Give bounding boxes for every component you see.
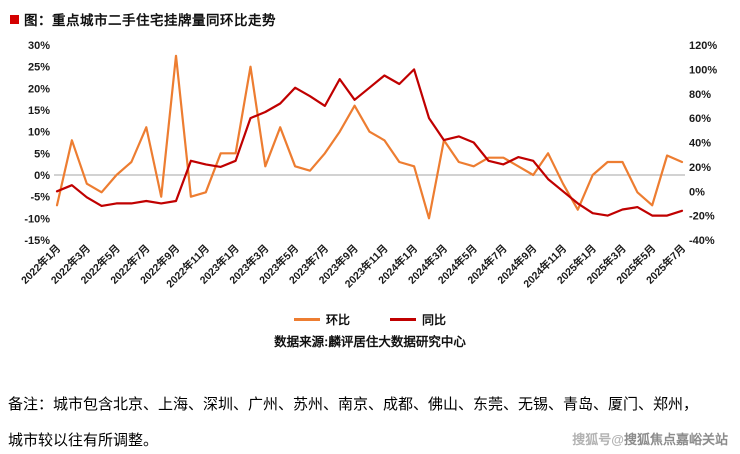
watermark: 搜狐号@搜狐焦点嘉峪关站 [572, 429, 728, 448]
chart-title-row: 图：重点城市二手住宅挂牌量同环比走势 [10, 9, 276, 29]
red-square-bullet-icon [10, 14, 19, 24]
svg-text:10%: 10% [28, 127, 50, 139]
svg-text:-10%: -10% [24, 213, 50, 225]
footnote-line-1: 备注：城市包含北京、上海、深圳、广州、苏州、南京、成都、佛山、东莞、无锡、青岛、… [8, 395, 699, 413]
line-chart-canvas: 30% 25% 20% 15% 10% 5% 0% -5% -10% -15% 120% 100% 80… [18, 40, 717, 290]
watermark-prefix: 搜狐号@ [572, 432, 624, 447]
chart-title: 图：重点城市二手住宅挂牌量同环比走势 [24, 13, 276, 28]
svg-text:30%: 30% [28, 40, 50, 52]
svg-text:-20%: -20% [689, 211, 715, 223]
svg-text:60%: 60% [689, 113, 711, 125]
legend-line-swatch [390, 318, 416, 321]
chart-legend: 环比 同比 [0, 311, 740, 328]
legend-item: 同比 [390, 311, 446, 328]
svg-text:20%: 20% [689, 162, 711, 174]
legend-label: 环比 [325, 313, 350, 327]
svg-text:-5%: -5% [30, 192, 50, 204]
svg-text:100%: 100% [689, 64, 717, 76]
legend-label: 同比 [422, 313, 447, 327]
svg-text:20%: 20% [28, 83, 50, 95]
data-source-caption: 数据来源:麟评居住大数据研究中心 [274, 335, 466, 349]
svg-text:5%: 5% [34, 148, 50, 160]
footnote-line-2: 城市较以往有所调整。 [8, 431, 159, 449]
svg-text:120%: 120% [689, 40, 717, 52]
svg-text:-15%: -15% [24, 235, 50, 247]
svg-text:0%: 0% [689, 186, 705, 198]
footnote: 备注：城市包含北京、上海、深圳、广州、苏州、南京、成都、佛山、东莞、无锡、青岛、… [8, 386, 732, 454]
svg-text:-40%: -40% [689, 235, 715, 247]
watermark-name: 搜狐焦点嘉峪关站 [623, 432, 728, 447]
svg-text:15%: 15% [28, 105, 50, 117]
svg-text:40%: 40% [689, 138, 711, 150]
svg-text:0%: 0% [34, 170, 50, 182]
legend-item: 环比 [293, 311, 350, 328]
svg-text:80%: 80% [689, 89, 711, 101]
svg-text:25%: 25% [28, 62, 50, 74]
legend-line-swatch [293, 318, 320, 321]
